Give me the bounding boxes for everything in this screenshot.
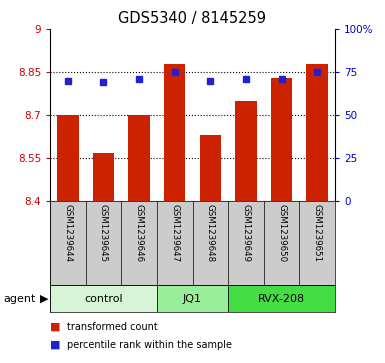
- Text: GSM1239650: GSM1239650: [277, 204, 286, 262]
- Bar: [306, 64, 328, 201]
- Bar: [228, 285, 335, 312]
- Text: ■: ■: [50, 340, 64, 350]
- Bar: [235, 101, 257, 201]
- Text: GSM1239651: GSM1239651: [313, 204, 321, 262]
- Bar: [157, 285, 228, 312]
- Text: control: control: [84, 294, 123, 303]
- Text: JQ1: JQ1: [183, 294, 202, 303]
- Title: GDS5340 / 8145259: GDS5340 / 8145259: [119, 12, 266, 26]
- Text: GSM1239647: GSM1239647: [170, 204, 179, 262]
- Text: RVX-208: RVX-208: [258, 294, 305, 303]
- Text: percentile rank within the sample: percentile rank within the sample: [67, 340, 233, 350]
- Text: ▶: ▶: [40, 294, 48, 303]
- Bar: [93, 152, 114, 201]
- Bar: [164, 64, 186, 201]
- Text: GSM1239645: GSM1239645: [99, 204, 108, 262]
- Text: GSM1239646: GSM1239646: [135, 204, 144, 262]
- Bar: [199, 135, 221, 201]
- Text: GSM1239649: GSM1239649: [241, 204, 250, 262]
- Text: GSM1239648: GSM1239648: [206, 204, 215, 262]
- Text: agent: agent: [4, 294, 36, 303]
- Bar: [57, 115, 79, 201]
- Text: ■: ■: [50, 322, 64, 332]
- Bar: [128, 115, 150, 201]
- Bar: [271, 78, 292, 201]
- Text: GSM1239644: GSM1239644: [64, 204, 72, 262]
- Text: transformed count: transformed count: [67, 322, 158, 332]
- Bar: [50, 285, 157, 312]
